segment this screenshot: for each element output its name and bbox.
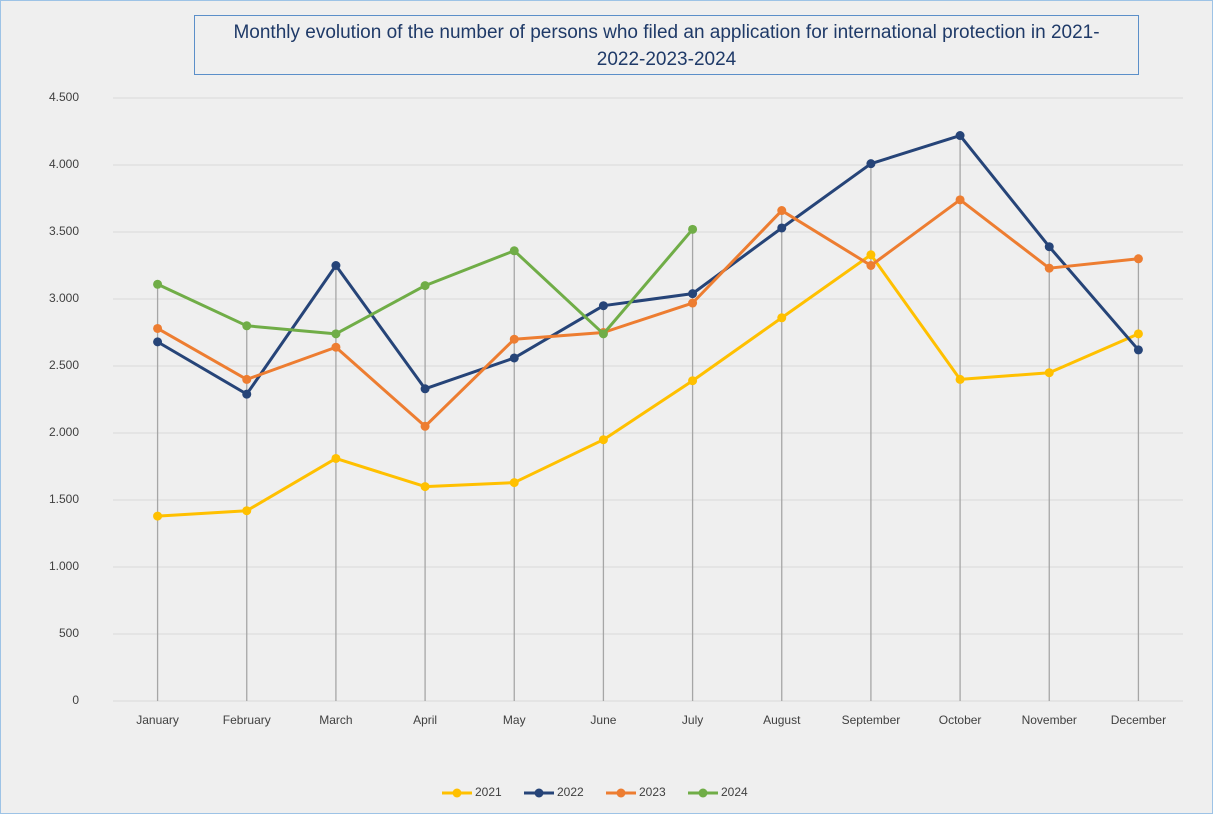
legend-label: 2024 xyxy=(721,785,748,799)
x-tick-label: October xyxy=(939,713,982,727)
data-point xyxy=(420,421,430,431)
data-point xyxy=(598,329,608,339)
data-point xyxy=(688,376,698,386)
y-tick-label: 4.000 xyxy=(49,157,79,171)
data-point xyxy=(331,261,341,270)
data-point xyxy=(866,261,876,270)
legend-marker xyxy=(534,788,544,798)
x-tick-label: November xyxy=(1022,713,1077,727)
x-tick-label: December xyxy=(1111,713,1166,727)
y-tick-label: 2.500 xyxy=(49,358,79,372)
y-tick-label: 0 xyxy=(72,693,79,707)
legend-marker xyxy=(616,788,626,798)
x-tick-label: June xyxy=(590,713,616,727)
legend-label: 2022 xyxy=(557,785,584,799)
data-point xyxy=(955,131,965,141)
data-point xyxy=(688,289,698,299)
data-point xyxy=(331,453,341,463)
data-point xyxy=(153,323,163,333)
data-point xyxy=(955,195,965,205)
data-point xyxy=(598,435,608,445)
data-point xyxy=(1133,329,1143,339)
data-point xyxy=(777,223,787,233)
data-point xyxy=(242,506,252,516)
data-point xyxy=(242,374,252,384)
x-tick-label: April xyxy=(413,713,437,727)
x-tick-label: August xyxy=(763,713,801,727)
legend-label: 2023 xyxy=(639,785,666,799)
data-point xyxy=(1044,263,1054,273)
data-point xyxy=(153,279,163,289)
data-point xyxy=(866,250,876,260)
x-tick-label: February xyxy=(223,713,271,727)
series-line xyxy=(157,253,1140,518)
data-point xyxy=(688,298,698,308)
data-point xyxy=(509,353,519,363)
data-point xyxy=(242,389,252,399)
data-point xyxy=(331,329,341,339)
chart-title: Monthly evolution of the number of perso… xyxy=(194,15,1139,75)
y-tick-label: 3.500 xyxy=(49,224,79,238)
y-tick-label: 3.000 xyxy=(49,291,79,305)
data-point xyxy=(331,342,341,352)
data-point xyxy=(777,206,787,216)
x-tick-label: March xyxy=(319,713,352,727)
data-point xyxy=(509,246,519,256)
series-line xyxy=(156,198,1139,428)
data-point xyxy=(688,224,698,234)
data-point xyxy=(1133,254,1143,264)
data-point xyxy=(598,301,608,311)
x-tick-label: July xyxy=(682,713,703,727)
legend-marker xyxy=(698,788,708,798)
legend-marker xyxy=(452,788,462,798)
series-line xyxy=(156,134,1140,396)
y-tick-label: 1.500 xyxy=(49,492,79,506)
data-point xyxy=(1044,368,1054,378)
y-tick-label: 1.000 xyxy=(49,559,79,573)
legend-label: 2021 xyxy=(475,785,502,799)
x-tick-label: May xyxy=(503,713,526,727)
data-point xyxy=(866,159,876,169)
data-point xyxy=(420,384,430,394)
x-tick-label: September xyxy=(842,713,901,727)
x-tick-label: January xyxy=(136,713,179,727)
y-tick-label: 2.000 xyxy=(49,425,79,439)
y-tick-label: 500 xyxy=(59,626,79,640)
data-point xyxy=(420,281,430,291)
data-point xyxy=(1133,345,1143,355)
data-point xyxy=(509,478,519,488)
data-point xyxy=(777,313,787,323)
data-point xyxy=(242,321,252,331)
data-point xyxy=(420,482,430,492)
data-point xyxy=(955,374,965,384)
data-point xyxy=(1044,242,1054,252)
data-point xyxy=(153,337,163,347)
data-point xyxy=(153,511,163,521)
y-tick-label: 4.500 xyxy=(49,90,79,104)
data-point xyxy=(509,334,519,344)
